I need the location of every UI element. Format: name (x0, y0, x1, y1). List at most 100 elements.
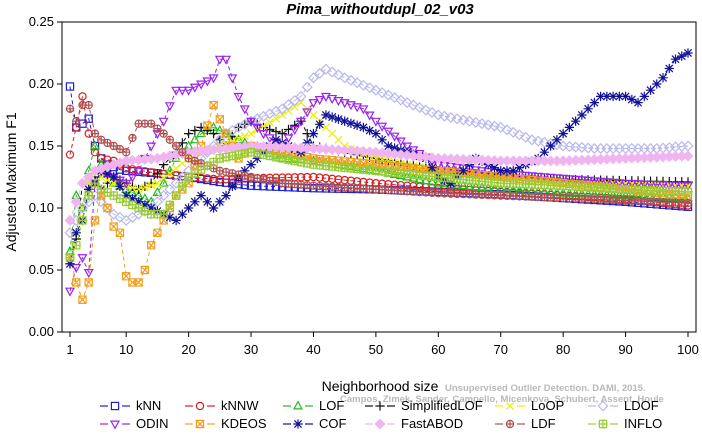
y-tick-label: 0.20 (29, 76, 54, 91)
data-point (495, 121, 507, 133)
data-point (109, 179, 118, 188)
data-point (633, 97, 643, 108)
data-point (71, 240, 81, 250)
legend-item-ldof: LDOF (588, 398, 659, 413)
data-point (683, 198, 693, 208)
data-point (84, 100, 93, 110)
legend-item-knnw: kNNW (185, 398, 259, 413)
data-point (620, 179, 631, 189)
data-point (664, 63, 674, 74)
y-tick-label: 0.25 (29, 14, 54, 29)
data-point (321, 174, 331, 183)
data-point (165, 135, 175, 144)
data-point (683, 187, 693, 197)
data-point (683, 48, 693, 58)
legend-label: ODIN (136, 416, 169, 431)
data-point (84, 190, 94, 201)
data-point (209, 174, 218, 184)
data-point (598, 419, 608, 429)
data-point (676, 181, 687, 191)
data-point (146, 241, 156, 250)
y-tick-label: 0.05 (29, 262, 54, 277)
data-point (214, 55, 225, 65)
data-point (277, 153, 287, 164)
data-point (271, 114, 281, 123)
legend-label: KDEOS (221, 416, 267, 431)
data-point (293, 400, 303, 410)
y-axis-label: Adjusted Maximum F1 (3, 112, 19, 251)
data-point (374, 418, 386, 430)
data-point (426, 106, 438, 119)
data-point (102, 169, 113, 179)
data-point (221, 129, 231, 138)
data-point (558, 174, 569, 184)
data-point (115, 181, 125, 191)
data-point (164, 183, 176, 195)
data-point (97, 154, 106, 163)
data-point (488, 120, 501, 132)
data-point (570, 175, 581, 185)
data-point (121, 179, 132, 189)
plot-area: 0.00 0.05 0.10 0.15 0.20 0.25 1 10 20 30 40 50 60 70 8… (29, 14, 699, 357)
data-point (351, 77, 363, 89)
data-point (84, 278, 93, 287)
data-point (333, 114, 344, 124)
data-point (552, 135, 562, 145)
data-point (158, 117, 169, 127)
data-point (601, 178, 612, 188)
data-point (670, 54, 681, 64)
data-point (259, 122, 268, 131)
data-point (127, 194, 138, 204)
data-point (309, 172, 318, 182)
data-point (432, 109, 444, 121)
data-point (70, 196, 82, 208)
data-point (128, 183, 137, 192)
data-point (171, 190, 181, 201)
data-point (72, 117, 81, 126)
data-point (178, 159, 187, 168)
data-point (71, 264, 82, 274)
data-point (152, 186, 163, 196)
watermark-line-1: Unsupervised Outlier Detection. DAMI, 20… (445, 383, 646, 394)
data-point (352, 120, 362, 131)
data-point (183, 86, 194, 96)
data-point (271, 126, 281, 137)
data-point (303, 172, 312, 182)
data-point (146, 142, 157, 152)
data-point (165, 200, 175, 210)
data-point (203, 121, 212, 130)
data-point (382, 89, 394, 101)
data-point (457, 114, 469, 126)
data-point (247, 129, 256, 138)
legend-item-simplifiedlof: SimplifiedLOF (365, 398, 483, 413)
data-point (626, 179, 637, 190)
data-point (377, 135, 387, 145)
data-point (458, 166, 468, 176)
legend-item-lof: LOF (283, 398, 344, 413)
data-point (115, 228, 125, 237)
data-point (377, 122, 388, 132)
data-point (627, 94, 637, 105)
data-point (89, 140, 100, 150)
data-point (476, 118, 488, 130)
data-point (439, 110, 451, 122)
legend-label: kNNW (221, 398, 259, 413)
data-point (328, 129, 337, 138)
data-point (64, 214, 76, 226)
data-point (196, 190, 206, 201)
data-point (159, 129, 168, 138)
data-point (595, 91, 606, 102)
data-point (395, 137, 406, 147)
x-tick-label: 100 (677, 342, 699, 357)
data-point (190, 197, 200, 207)
data-point (77, 202, 88, 212)
legend-item-fastabod: FastABOD (365, 416, 463, 431)
x-tick-label: 30 (244, 342, 258, 357)
data-point (538, 136, 550, 148)
legend-item-odin: ODIN (100, 416, 169, 431)
data-point (265, 118, 274, 127)
chart-title: Pima_withoutdupl_02_v03 (286, 1, 474, 18)
data-point (532, 135, 544, 147)
data-point (589, 97, 600, 108)
